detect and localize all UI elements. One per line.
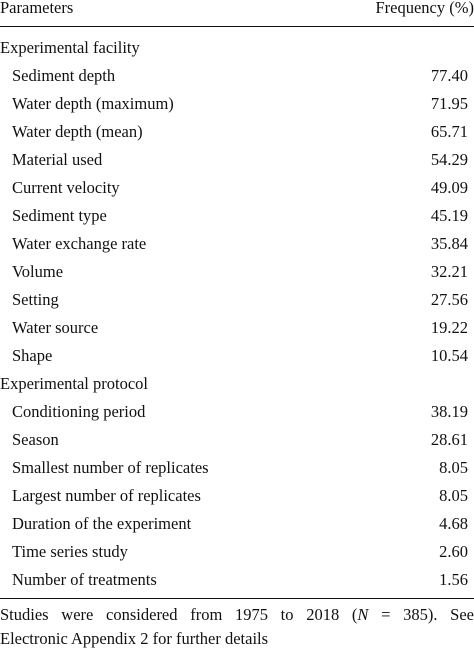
frequency-value: 28.61: [430, 430, 468, 449]
frequency-value: 32.21: [430, 262, 468, 281]
parameter-label: Sediment type: [12, 206, 107, 225]
parameter-label: Water exchange rate: [12, 234, 147, 253]
parameter-label: Water source: [12, 318, 99, 337]
header-parameters: Parameters: [0, 0, 74, 17]
section-title-row: Experimental protocol: [0, 370, 474, 398]
parameter-label: Material used: [12, 150, 103, 169]
table-footnote: Studies were considered from 1975 to 201…: [0, 603, 474, 651]
parameter-label: Water depth (mean): [12, 122, 143, 141]
table-row: Shape 10.54: [0, 342, 474, 370]
parameter-label: Water depth (maximum): [12, 94, 174, 113]
header-frequency: Frequency (%): [375, 0, 474, 17]
frequency-value: 49.09: [430, 178, 468, 197]
table-row: Volume 32.21: [0, 258, 474, 286]
frequency-value: 45.19: [430, 206, 468, 225]
bottom-rule: [0, 598, 474, 599]
frequency-value: 54.29: [430, 150, 468, 169]
frequency-value: 19.22: [430, 318, 468, 337]
table-row: Sediment depth 77.40: [0, 62, 474, 90]
table-header-row: Parameters Frequency (%): [0, 0, 474, 22]
frequency-value: 8.05: [439, 458, 468, 477]
parameter-label: Setting: [12, 290, 59, 309]
parameter-label: Smallest number of replicates: [12, 458, 209, 477]
parameter-label: Shape: [12, 346, 53, 365]
table-row: Number of treatments 1.56: [0, 566, 474, 594]
frequency-value: 27.56: [430, 290, 468, 309]
parameter-label: Largest number of replicates: [12, 486, 201, 505]
frequency-value: 1.56: [439, 570, 468, 589]
frequency-value: 38.19: [430, 402, 468, 421]
table-row: Material used 54.29: [0, 146, 474, 174]
footnote-line-2: Electronic Appendix 2 for further detail…: [0, 629, 269, 648]
table-row: Smallest number of replicates 8.05: [0, 454, 474, 482]
section-title-row: Experimental facility: [0, 34, 474, 62]
table-row: Season 28.61: [0, 426, 474, 454]
footnote-n-symbol: N: [357, 605, 369, 624]
frequency-value: 71.95: [430, 94, 468, 113]
parameter-label: Duration of the experiment: [12, 514, 192, 533]
parameter-label: Number of treatments: [12, 570, 157, 589]
frequency-value: 65.71: [430, 122, 468, 141]
table-row: Water source 19.22: [0, 314, 474, 342]
table-row: Duration of the experiment 4.68: [0, 510, 474, 538]
frequency-value: 35.84: [430, 234, 468, 253]
parameter-label: Time series study: [12, 542, 128, 561]
parameter-label: Volume: [12, 262, 64, 281]
frequency-value: 8.05: [439, 486, 468, 505]
footnote-line-1: Studies were considered from 1975 to 201…: [0, 605, 474, 624]
table-row: Water exchange rate 35.84: [0, 230, 474, 258]
table-row: Water depth (mean) 65.71: [0, 118, 474, 146]
table-row: Water depth (maximum) 71.95: [0, 90, 474, 118]
table-row: Current velocity 49.09: [0, 174, 474, 202]
table-row: Conditioning period 38.19: [0, 398, 474, 426]
frequency-value: 77.40: [430, 66, 468, 85]
parameter-label: Season: [12, 430, 59, 449]
section-title: Experimental facility: [0, 38, 140, 57]
parameter-label: Current velocity: [12, 178, 120, 197]
table-row: Sediment type 45.19: [0, 202, 474, 230]
table-row: Setting 27.56: [0, 286, 474, 314]
frequency-value: 4.68: [439, 514, 468, 533]
parameter-label: Conditioning period: [12, 402, 146, 421]
frequency-value: 2.60: [439, 542, 468, 561]
table-row: Time series study 2.60: [0, 538, 474, 566]
table-row: Largest number of replicates 8.05: [0, 482, 474, 510]
header-rule: [0, 26, 474, 27]
parameter-label: Sediment depth: [12, 66, 116, 85]
section-title: Experimental protocol: [0, 374, 148, 393]
frequency-value: 10.54: [430, 346, 468, 365]
